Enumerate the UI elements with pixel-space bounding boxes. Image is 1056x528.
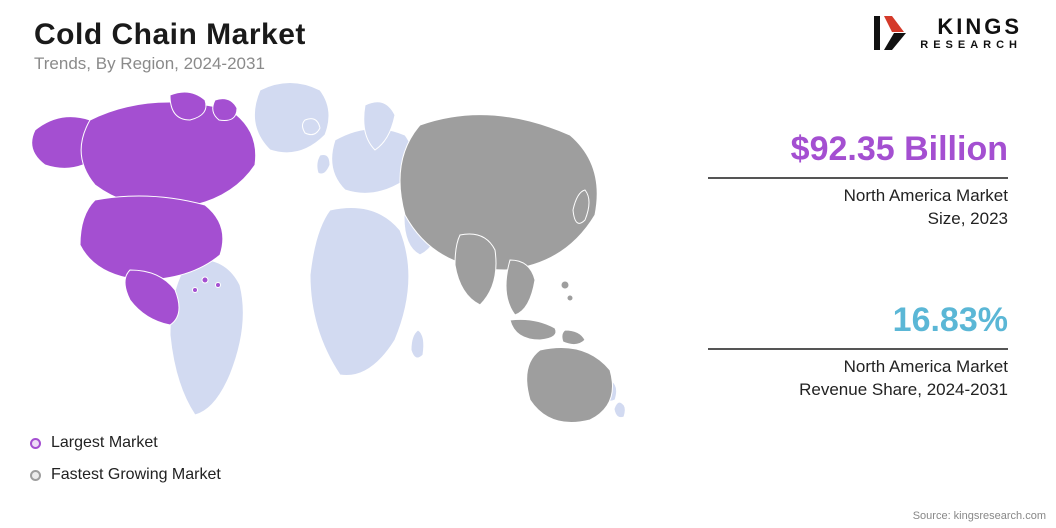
logo-text-sub: RESEARCH (920, 40, 1022, 51)
legend-bullet-icon (30, 470, 41, 481)
stat-label-line2: Revenue Share, 2024-2031 (708, 379, 1008, 402)
stat-block-market-size: $92.35 Billion North America Market Size… (708, 130, 1008, 231)
stat-label-line1: North America Market (708, 356, 1008, 379)
map-region-fastest (400, 115, 613, 423)
legend-label: Fastest Growing Market (51, 466, 221, 484)
stat-value: 16.83% (708, 301, 1008, 340)
world-map (20, 70, 660, 430)
logo-tri-top (884, 16, 904, 32)
world-map-svg (20, 70, 660, 430)
source-attribution: Source: kingsresearch.com (913, 510, 1046, 522)
page-title: Cold Chain Market (34, 18, 306, 52)
logo-text-main: KINGS (920, 16, 1022, 38)
stat-label-line1: North America Market (708, 185, 1008, 208)
stat-block-revenue-share: 16.83% North America Market Revenue Shar… (708, 301, 1008, 402)
logo-mark-icon (872, 14, 910, 52)
brand-logo: KINGS RESEARCH (872, 14, 1022, 52)
stat-label-line2: Size, 2023 (708, 208, 1008, 231)
stat-value: $92.35 Billion (708, 130, 1008, 169)
legend-item-largest: Largest Market (30, 434, 221, 452)
logo-tri-bot (884, 33, 906, 50)
stats-panel: $92.35 Billion North America Market Size… (708, 130, 1008, 402)
stat-divider (708, 348, 1008, 350)
header: Cold Chain Market Trends, By Region, 202… (34, 18, 306, 74)
legend-bullet-icon (30, 438, 41, 449)
legend-label: Largest Market (51, 434, 158, 452)
stat-divider (708, 177, 1008, 179)
map-legend: Largest Market Fastest Growing Market (30, 420, 221, 484)
logo-bar (874, 16, 880, 50)
legend-item-fastest: Fastest Growing Market (30, 466, 221, 484)
